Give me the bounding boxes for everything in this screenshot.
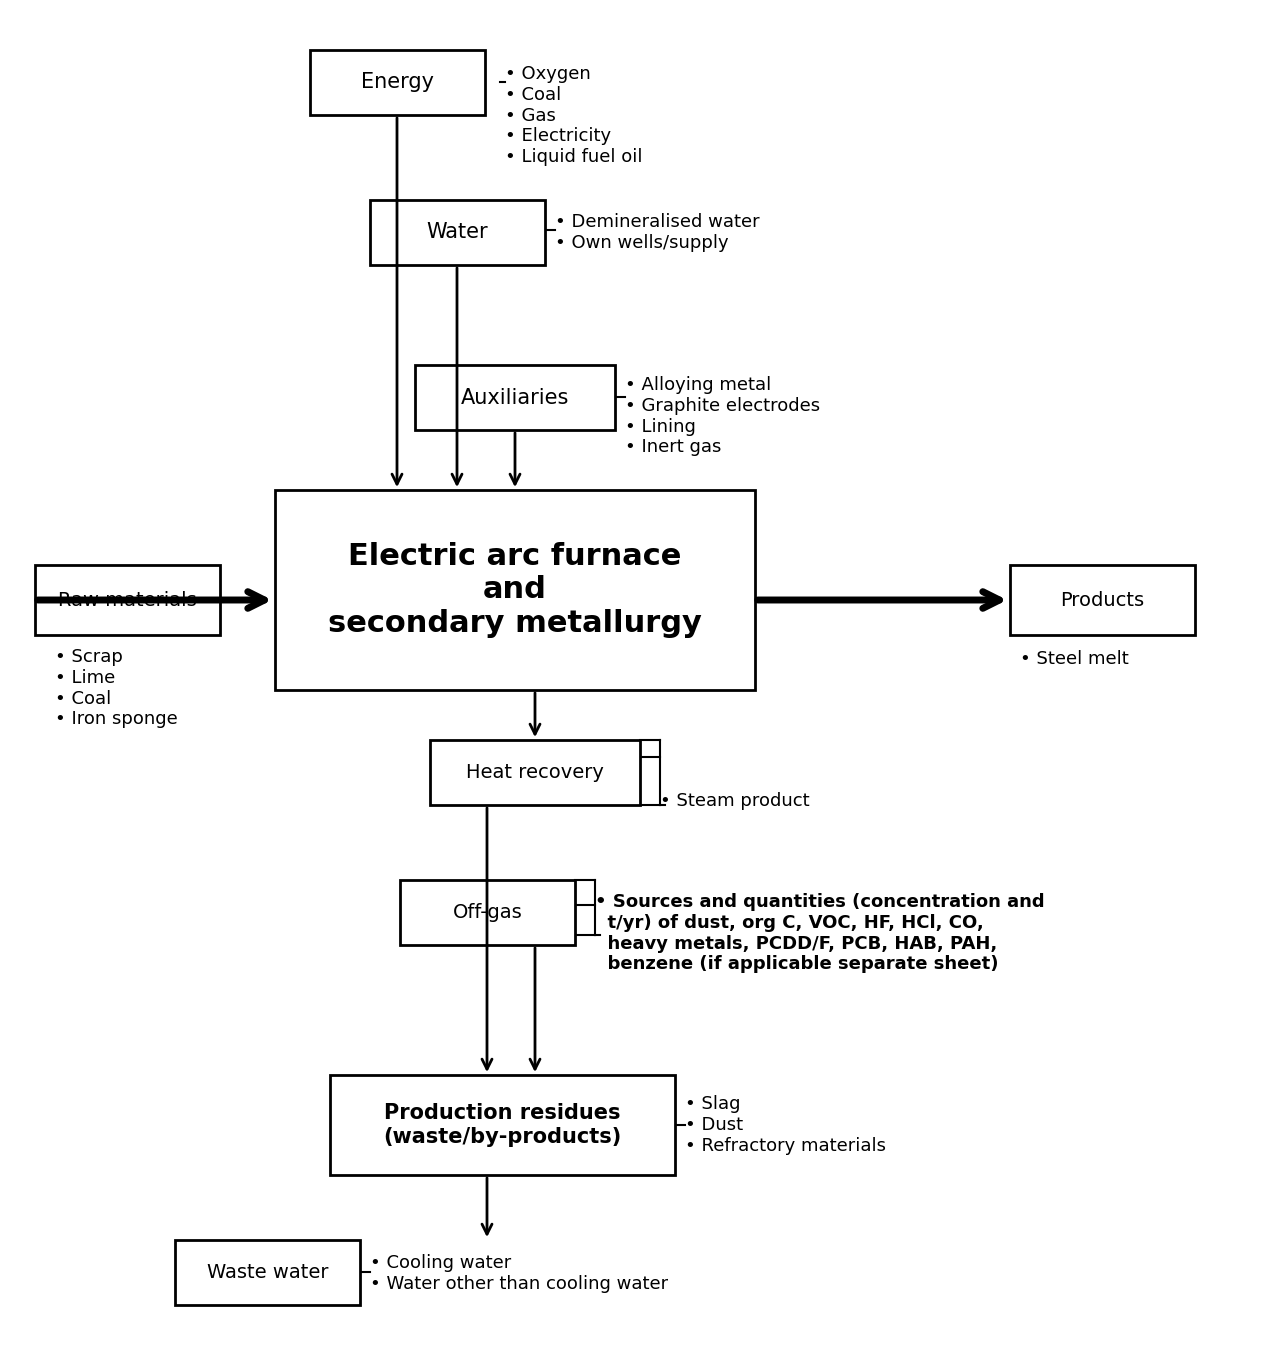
Bar [400, 880, 575, 945]
Bar [276, 490, 754, 690]
Text: Auxiliaries: Auxiliaries [461, 388, 569, 408]
Text: Heat recovery: Heat recovery [466, 763, 605, 782]
Text: • Steel melt: • Steel melt [1020, 650, 1129, 668]
Text: • Cooling water
• Water other than cooling water: • Cooling water • Water other than cooli… [370, 1254, 668, 1293]
Text: • Demineralised water
• Own wells/supply: • Demineralised water • Own wells/supply [555, 214, 759, 252]
Bar [1010, 564, 1195, 635]
Text: Waste water: Waste water [207, 1263, 328, 1282]
Text: Electric arc furnace
and
secondary metallurgy: Electric arc furnace and secondary metal… [328, 541, 702, 638]
Text: • Steam product: • Steam product [660, 792, 810, 811]
Text: Off-gas: Off-gas [452, 903, 522, 922]
Text: Products: Products [1060, 590, 1144, 609]
Text: Water: Water [427, 223, 488, 242]
Bar [415, 364, 615, 430]
Text: • Oxygen
• Coal
• Gas
• Electricity
• Liquid fuel oil: • Oxygen • Coal • Gas • Electricity • Li… [505, 65, 643, 166]
Text: • Slag
• Dust
• Refractory materials: • Slag • Dust • Refractory materials [685, 1095, 886, 1155]
Bar [310, 50, 485, 116]
Bar [370, 200, 545, 265]
Bar [330, 1074, 674, 1175]
Bar [431, 740, 640, 805]
Bar [36, 564, 220, 635]
Text: Energy: Energy [361, 72, 434, 92]
Text: • Sources and quantities (concentration and
  t/yr) of dust, org C, VOC, HF, HCl: • Sources and quantities (concentration … [596, 894, 1045, 974]
Text: Production residues
(waste/by-products): Production residues (waste/by-products) [384, 1103, 621, 1146]
Text: • Scrap
• Lime
• Coal
• Iron sponge: • Scrap • Lime • Coal • Iron sponge [55, 647, 178, 729]
Text: Raw materials: Raw materials [58, 590, 197, 609]
Bar [175, 1240, 359, 1306]
Text: • Alloying metal
• Graphite electrodes
• Lining
• Inert gas: • Alloying metal • Graphite electrodes •… [625, 375, 820, 457]
